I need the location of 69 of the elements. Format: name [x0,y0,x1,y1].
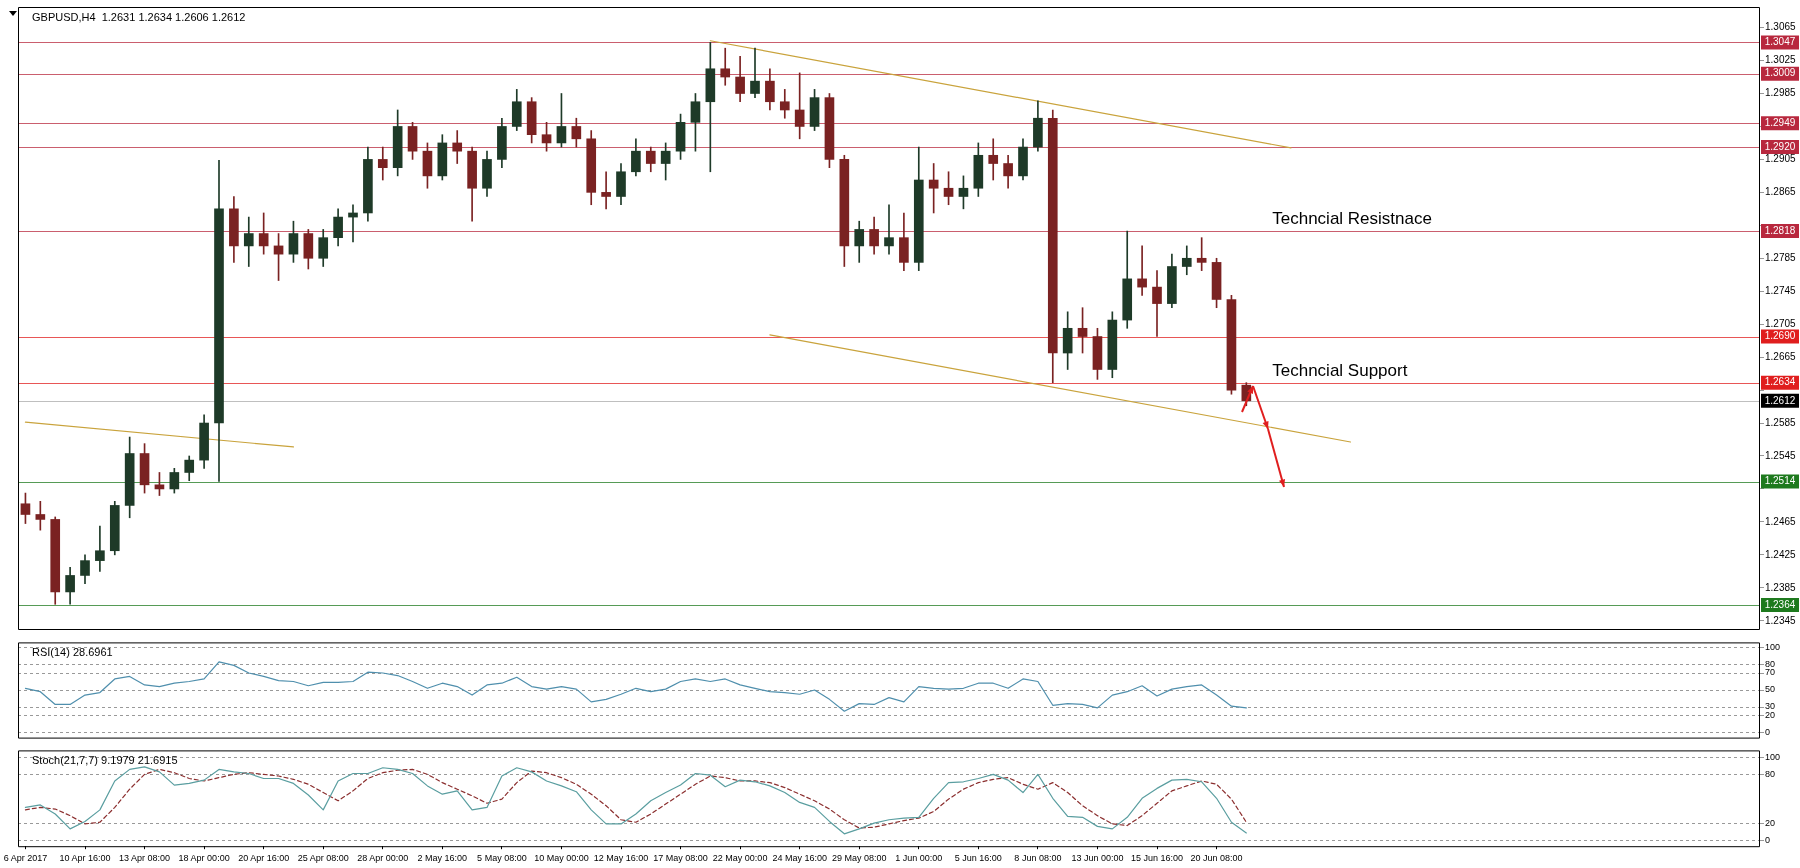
y-tick-label: 0 [1765,726,1771,737]
ref-line-label: 1.2949 [1764,116,1796,128]
y-tick-label: 1.2545 [1765,449,1797,461]
x-tick-label: 13 Jun 00:00 [1071,853,1124,864]
x-tick-label: 25 Apr 08:00 [297,853,349,864]
ref-line-label: 1.2920 [1764,140,1796,152]
ref-line-label: 1.2612 [1764,394,1796,406]
x-tick-label: 1 Jun 00:00 [895,853,943,864]
x-tick-label: 6 Apr 2017 [3,853,48,864]
x-tick-label: 10 Apr 16:00 [59,853,111,864]
y-tick-label: 1.2465 [1765,515,1797,527]
annotation: Techncial Support [1272,360,1408,380]
x-tick-label: 5 May 08:00 [477,853,527,864]
x-tick-label: 5 Jun 16:00 [954,853,1002,864]
y-tick-label: 30 [1765,701,1776,712]
y-tick-label: 70 [1765,667,1776,678]
x-tick-label: 22 May 00:00 [712,853,768,864]
y-tick-label: 80 [1765,658,1776,669]
candlestick [988,138,999,181]
y-tick-label: 1.2785 [1765,252,1797,264]
y-tick-label: 50 [1765,684,1776,695]
y-tick-label: 20 [1765,709,1776,720]
x-tick-label: 17 May 08:00 [653,853,708,864]
y-tick-label: 1.2665 [1765,350,1797,362]
y-tick-label: 1.2865 [1765,186,1797,198]
x-tick-label: 13 Apr 08:00 [119,853,171,864]
ref-line-label: 1.2690 [1764,330,1796,342]
y-tick-label: 1.2985 [1765,87,1797,99]
x-tick-label: 20 Jun 08:00 [1190,853,1243,864]
x-tick-label: 18 Apr 00:00 [178,853,230,864]
y-tick-label: 20 [1765,818,1776,829]
ref-line-label: 1.3009 [1764,67,1796,79]
y-tick-label: 80 [1765,768,1776,779]
x-tick-label: 29 May 08:00 [831,853,887,864]
y-tick-label: 1.3065 [1765,21,1797,33]
ref-line-label: 1.2634 [1764,376,1796,388]
ref-line-label: 1.2514 [1764,475,1796,487]
x-tick-label: 24 May 16:00 [772,853,827,864]
ref-line-label: 1.2364 [1764,598,1796,610]
candlestick [95,525,105,572]
y-tick-label: 100 [1765,752,1781,763]
x-tick-label: 20 Apr 16:00 [238,853,290,864]
chart-title: Stoch(21,7,7) 9.1979 21.6915 [32,754,178,767]
candlestick [1152,270,1162,337]
y-tick-label: 1.2745 [1765,284,1797,296]
candlestick [720,47,731,86]
candlestick [884,204,894,255]
y-tick-label: 0 [1765,834,1771,845]
chart-title: GBPUSD,H4 1.2631 1.2634 1.2606 1.2612 [32,11,246,24]
x-tick-label: 28 Apr 00:00 [357,853,409,864]
y-tick-label: 100 [1765,641,1781,652]
x-tick-label: 10 May 00:00 [534,853,589,864]
x-tick-label: 12 May 16:00 [593,853,649,864]
y-tick-label: 1.2345 [1765,614,1797,626]
y-tick-label: 1.2705 [1765,317,1797,329]
x-tick-label: 8 Jun 08:00 [1014,853,1062,864]
x-tick-label: 2 May 16:00 [417,853,468,864]
y-tick-label: 1.2585 [1765,416,1797,428]
ref-line-label: 1.3047 [1764,36,1796,48]
candlestick [601,171,611,210]
chart-title: RSI(14) 28.6961 [32,646,113,659]
y-tick-label: 1.3025 [1765,54,1797,66]
y-tick-label: 1.2905 [1765,153,1797,165]
y-tick-label: 1.2385 [1765,581,1797,593]
y-tick-label: 1.2425 [1765,548,1797,560]
ref-line-label: 1.2818 [1764,224,1796,236]
candlestick [1137,245,1147,296]
x-tick-label: 15 Jun 16:00 [1130,853,1184,864]
annotation: Techncial Resistnace [1272,209,1432,229]
